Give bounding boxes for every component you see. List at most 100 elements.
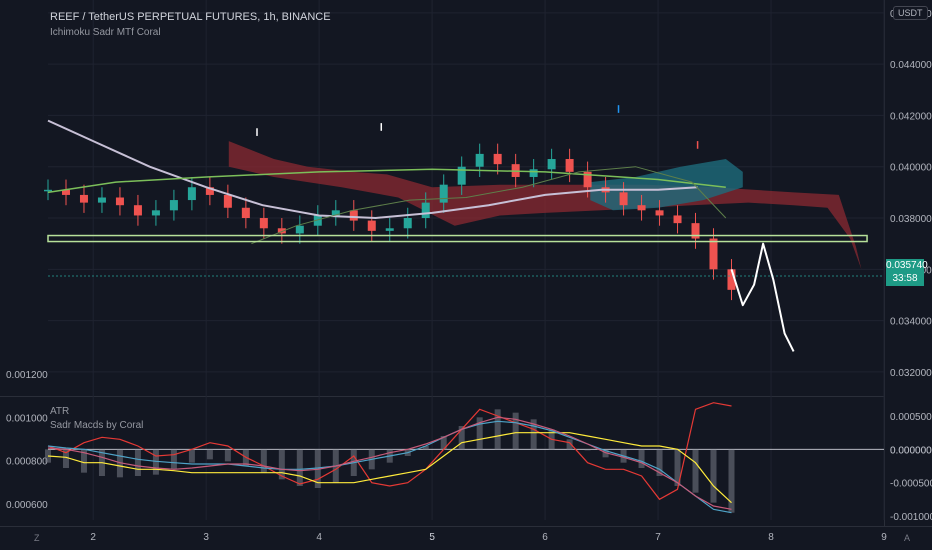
time-tick-label: 2 [90, 532, 96, 543]
macd-histogram-bar [512, 412, 519, 450]
ichimoku-cloud-bear [228, 141, 862, 270]
macd-histogram-bar [296, 449, 303, 486]
atr-tick-label: 0.001200 [6, 370, 48, 381]
macd-histogram-bar [278, 449, 285, 480]
macd-histogram-bar [584, 449, 591, 451]
last-price-tag: 0.035740 [886, 259, 928, 272]
candle-body [241, 207, 250, 219]
currency-button[interactable]: USDT [893, 6, 928, 20]
candle-body [439, 184, 448, 203]
macd-histogram-bar [170, 449, 177, 470]
candle-body [493, 153, 502, 165]
macd-series-line-2 [47, 420, 732, 514]
macd-series-line-1 [47, 432, 732, 504]
candle-body [403, 218, 412, 229]
countdown-tag: 33:58 [886, 272, 924, 286]
macd-tick-label: 0.000000 [890, 445, 932, 456]
indicator-label-atr[interactable]: ATR [50, 406, 70, 417]
ichimoku-base-line [47, 168, 726, 194]
candle-body [331, 210, 340, 216]
candle-body [187, 187, 196, 201]
coral-ma-line [47, 119, 698, 220]
ichimoku-cloud-bull [590, 159, 743, 211]
macd-histogram-bar [566, 439, 573, 450]
price-tick-label: 0.032000 [890, 368, 932, 379]
time-tick-label: 9 [881, 532, 887, 543]
macd-histogram-bar [422, 446, 429, 450]
candle-body [673, 215, 682, 224]
candle-body [619, 192, 628, 206]
price-tick-label: 0.044000 [890, 60, 932, 71]
projection-path-drawing [730, 242, 795, 352]
macd-histogram-bar [80, 449, 87, 473]
macd-tick-label: -0.001000 [890, 512, 932, 523]
time-tick-label: 5 [429, 532, 435, 543]
candle-body [313, 215, 322, 226]
macd-histogram-bar [188, 449, 195, 463]
macd-histogram-bar [224, 449, 231, 462]
lagging-span-line [251, 166, 727, 245]
zoom-toggle-button[interactable]: Z [34, 533, 40, 543]
macd-histogram-bar [710, 449, 717, 503]
candle-body [259, 218, 268, 229]
candle-body [205, 187, 214, 195]
atr-tick-label: 0.001000 [6, 413, 48, 424]
macd-zero-label: 0.000000 [890, 445, 932, 456]
candle-body [133, 205, 142, 216]
time-tick-label: 6 [542, 532, 548, 543]
price-tick-label: 0.040000 [890, 163, 932, 174]
macd-histogram-bar [62, 449, 69, 468]
candle-body [44, 189, 52, 192]
bottom-left-corner [0, 527, 46, 550]
macd-histogram-bar [476, 417, 483, 450]
macd-tick-label: 0.000500 [890, 412, 932, 423]
macd-histogram-bar [494, 409, 501, 450]
candle-body [61, 189, 70, 195]
macd-histogram-bar [656, 449, 663, 476]
macd-histogram-bar [638, 449, 645, 468]
auto-scale-button[interactable]: A [904, 533, 911, 543]
macd-histogram-bar [530, 419, 537, 450]
macd-histogram-bar [674, 449, 681, 486]
candle-body [583, 171, 592, 188]
candle-body [637, 205, 646, 211]
candle-body [385, 228, 394, 231]
candle-body [151, 210, 160, 216]
candle-body [277, 228, 286, 234]
atr-tick-label: 0.000800 [6, 457, 48, 468]
macd-histogram-bar [314, 449, 321, 488]
macd-histogram-bar [440, 436, 447, 450]
candle-body [565, 159, 574, 172]
macd-histogram-bar [206, 449, 213, 460]
macd-histogram-bar [458, 426, 465, 450]
candle-body [295, 225, 304, 234]
time-tick-label: 8 [768, 532, 774, 543]
macd-histogram-bar [152, 449, 159, 475]
candle-body [349, 210, 358, 221]
price-tick-label: 0.042000 [890, 111, 932, 122]
candle-body [79, 194, 88, 203]
macd-histogram-bar [260, 449, 267, 473]
price-tick-label: 0.038000 [890, 214, 932, 225]
candle-body [655, 210, 664, 216]
macd-tick-label: -0.000500 [890, 479, 932, 490]
price-tick-label: 0.034000 [890, 317, 932, 328]
candle-body [115, 197, 124, 206]
macd-histogram-bar [116, 449, 123, 478]
time-tick-label: 4 [316, 532, 322, 543]
indicator-label-ichimoku[interactable]: Ichimoku Sadr MTf Coral [50, 27, 161, 38]
macd-histogram-bar [134, 449, 141, 476]
candle-body [97, 197, 106, 203]
atr-tick-label: 0.000600 [6, 500, 48, 511]
indicator-label-macd[interactable]: Sadr Macds by Coral [50, 420, 144, 431]
candle-body [691, 223, 700, 239]
candle-body [421, 202, 430, 219]
macd-histogram-bar [602, 449, 609, 458]
chart-title: REEF / TetherUS PERPETUAL FUTURES, 1h, B… [50, 11, 331, 23]
macd-histogram-bar [728, 449, 735, 513]
candle-body [169, 200, 178, 211]
candle-body [223, 194, 232, 208]
time-tick-label: 3 [203, 532, 209, 543]
candle-body [457, 166, 466, 185]
